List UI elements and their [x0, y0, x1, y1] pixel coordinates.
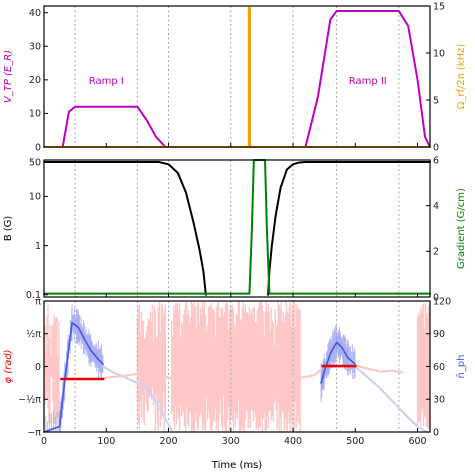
data-layer — [43, 6, 431, 434]
xtick-label-1: 100 — [97, 436, 115, 447]
panel-frame-middle — [43, 159, 431, 298]
ytick-label-left-bottom-0: −π — [27, 427, 41, 438]
series-top-1 — [304, 10, 431, 148]
ytick-label-right-bottom-0: 0 — [433, 427, 439, 438]
annotation-0: Ramp I — [89, 76, 124, 87]
ylabel-left-top: V_TP (E_R) — [3, 50, 14, 103]
ylabel-left-middle: B (G) — [3, 216, 14, 242]
ytick-label-right-bottom-4: 120 — [433, 296, 451, 307]
xlabel: Time (ms) — [211, 460, 263, 471]
frame-layer — [43, 5, 431, 433]
ylabel-left-bottom: φ (rad) — [3, 349, 14, 383]
series-bottom-1 — [320, 341, 357, 384]
ytick-label-right-middle-0: 0 — [433, 292, 439, 303]
panel-frame-top — [43, 5, 431, 148]
series-bottom-3 — [354, 365, 428, 434]
series-top-0 — [43, 105, 431, 148]
ytick-label-right-middle-2: 4 — [433, 201, 439, 212]
ytick-label-left-top-3: 30 — [29, 42, 41, 53]
series-bottom-2 — [102, 365, 173, 431]
ytick-label-right-bottom-3: 90 — [433, 329, 445, 340]
xtick-label-6: 600 — [408, 436, 426, 447]
ytick-label-right-top-0: 0 — [433, 142, 439, 153]
ytick-label-right-top-1: 5 — [433, 95, 439, 106]
ytick-label-right-middle-3: 6 — [433, 155, 439, 166]
ytick-label-right-middle-1: 2 — [433, 247, 439, 258]
series-bottom-0 — [43, 322, 104, 433]
ylabel-right-top: Ω_rf/2π (kHz) — [456, 44, 467, 110]
ytick-label-left-top-4: 40 — [29, 8, 41, 19]
ytick-label-left-top-1: 10 — [29, 109, 41, 120]
series-bottom-4 — [102, 371, 179, 380]
xtick-label-3: 300 — [222, 436, 240, 447]
ylabel-right-bottom: n̄_ph — [456, 354, 467, 378]
series-bottom-6 — [354, 364, 404, 374]
xtick-label-5: 500 — [346, 436, 364, 447]
ytick-label-left-bottom-3: ½π — [26, 329, 41, 340]
ytick-label-right-bottom-1: 30 — [433, 395, 445, 406]
xtick-label-4: 400 — [284, 436, 302, 447]
ytick-label-left-middle-3: 50 — [29, 157, 41, 168]
grid-layer — [74, 6, 400, 432]
ytick-label-left-top-0: 0 — [35, 142, 41, 153]
ytick-label-left-bottom-2: 0 — [35, 362, 41, 373]
ytick-label-right-top-3: 15 — [433, 1, 445, 12]
ylabel-right-middle: Gradient (G/cm) — [456, 188, 467, 269]
xtick-label-2: 200 — [159, 436, 177, 447]
ytick-label-right-bottom-2: 60 — [433, 362, 445, 373]
band-layer — [43, 301, 431, 432]
series-middle-1 — [267, 161, 431, 296]
ytick-label-left-middle-0: 0.1 — [26, 290, 41, 301]
ytick-label-left-middle-2: 10 — [29, 192, 41, 203]
series-bottom-5 — [291, 367, 323, 381]
ytick-label-left-middle-1: 1 — [35, 241, 41, 252]
series-middle-0 — [43, 161, 207, 296]
xtick-label-0: 0 — [41, 436, 47, 447]
ytick-label-left-bottom-1: −½π — [18, 395, 41, 406]
annotation-1: Ramp II — [349, 76, 387, 87]
ytick-label-right-top-2: 10 — [433, 48, 445, 59]
ytick-label-left-bottom-4: π — [35, 296, 41, 307]
ytick-label-left-top-2: 20 — [29, 75, 41, 86]
